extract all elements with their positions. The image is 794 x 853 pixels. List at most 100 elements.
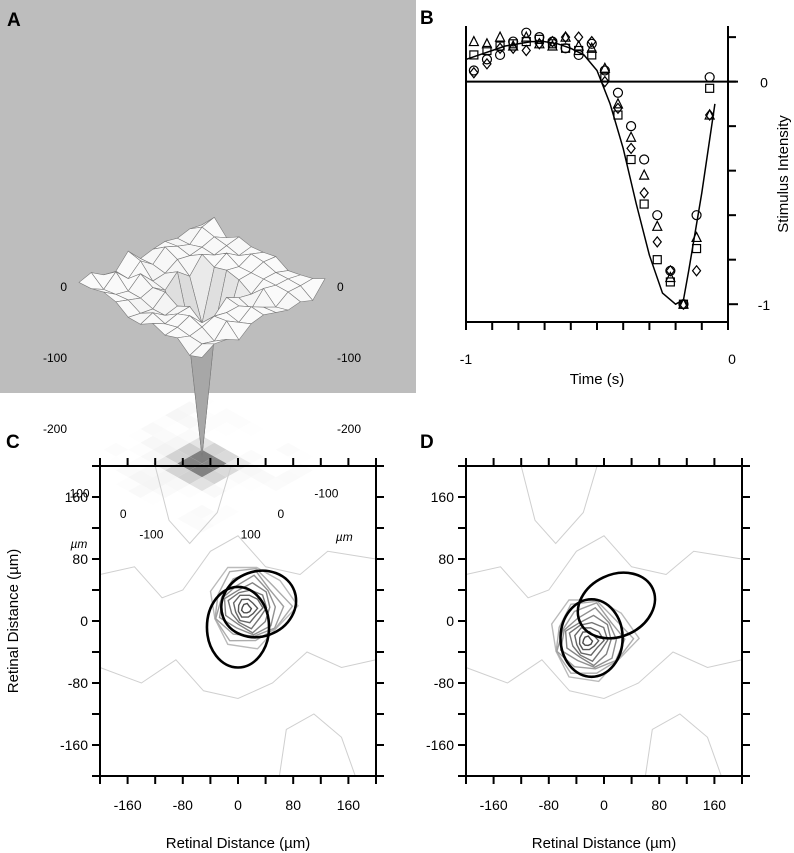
background-contour-d bbox=[520, 465, 598, 545]
floor-cell bbox=[177, 401, 202, 416]
marker-circle bbox=[494, 49, 506, 61]
floor-cell bbox=[202, 470, 227, 485]
surface-plot-a: 0 0 -100 -100 -200 -200 100 0 -100 100 0 -100 µm µm bbox=[43, 216, 361, 551]
floor-cell bbox=[177, 498, 202, 512]
floor-cell bbox=[214, 477, 239, 492]
floor-cell bbox=[288, 449, 313, 464]
z-tick-right: -100 bbox=[337, 351, 361, 365]
floor-cell bbox=[189, 477, 215, 492]
floor-cell bbox=[165, 477, 190, 492]
floor-cell bbox=[189, 449, 215, 464]
floor-cell bbox=[214, 449, 239, 464]
marker-diamond bbox=[626, 142, 636, 155]
marker-triangle bbox=[586, 41, 598, 53]
floor-cell bbox=[202, 442, 227, 457]
floor-cell bbox=[128, 484, 153, 498]
marker-diamond bbox=[573, 31, 584, 44]
marker-diamond bbox=[691, 264, 702, 277]
rf-ellipse-c bbox=[205, 585, 271, 669]
contour-line-d bbox=[559, 606, 618, 669]
x-axis-title-d: Retinal Distance (µm) bbox=[532, 835, 677, 852]
y-axis-title-c: Retinal Distance (µm) bbox=[5, 549, 22, 694]
floor-cell bbox=[214, 422, 239, 436]
unit-label-right: µm bbox=[336, 530, 353, 544]
floor-cell bbox=[128, 429, 153, 443]
x-axis-title-c: Retinal Distance (µm) bbox=[166, 835, 311, 852]
marker-diamond bbox=[508, 42, 518, 55]
marker-square bbox=[691, 243, 702, 254]
marker-circle bbox=[704, 72, 715, 83]
panel-label-a: A bbox=[7, 10, 21, 31]
z-tick-right: 0 bbox=[337, 280, 344, 294]
floor-cell bbox=[238, 491, 264, 505]
marker-triangle bbox=[560, 30, 572, 42]
floor-cell bbox=[152, 484, 178, 498]
y-axis-title-b: Stimulus Intensity bbox=[775, 115, 792, 233]
marker-square bbox=[705, 83, 715, 93]
floor-cell bbox=[238, 422, 264, 436]
floor-cell bbox=[140, 435, 166, 450]
marker-diamond bbox=[613, 102, 623, 115]
floor-cell bbox=[189, 504, 215, 519]
floor-cell bbox=[263, 477, 289, 492]
panel-label-d: D bbox=[420, 432, 434, 453]
x-tick-label-d: 160 bbox=[703, 797, 727, 813]
contour-line-d bbox=[574, 627, 605, 656]
floor-cell bbox=[251, 429, 276, 443]
background-contour-c bbox=[278, 713, 356, 777]
floor-cell bbox=[300, 456, 325, 471]
z-tick-right: -200 bbox=[337, 422, 361, 436]
floor-cell bbox=[275, 442, 301, 457]
marker-square bbox=[560, 43, 571, 53]
floor-cell bbox=[226, 484, 252, 498]
y-tick-label-c: 0 bbox=[80, 613, 88, 629]
marker-circle bbox=[586, 38, 597, 49]
floor-cell bbox=[140, 477, 166, 492]
unit-label-left: µm bbox=[71, 537, 88, 551]
x-axis-title-b: Time (s) bbox=[570, 371, 624, 388]
floor-cell bbox=[251, 484, 276, 498]
marker-diamond bbox=[495, 42, 505, 55]
panel-label-c: C bbox=[6, 432, 20, 453]
floor-cell bbox=[226, 415, 252, 429]
marker-diamond bbox=[521, 44, 532, 57]
marker-triangle bbox=[599, 61, 611, 73]
contour-line-d bbox=[568, 621, 609, 663]
floor-cell bbox=[214, 408, 239, 423]
floor-cell bbox=[177, 429, 202, 443]
floor-cell bbox=[214, 504, 239, 519]
x-tick-label-c: -160 bbox=[114, 797, 142, 813]
marker-triangle bbox=[573, 39, 585, 51]
marker-square bbox=[600, 72, 610, 82]
marker-triangle bbox=[481, 37, 493, 49]
floor-cell bbox=[115, 477, 141, 492]
floor-cell bbox=[202, 415, 227, 429]
floor-cell bbox=[152, 429, 178, 443]
plot-frame-d bbox=[465, 465, 743, 777]
floor-cell bbox=[152, 442, 178, 457]
background-contour-c bbox=[99, 535, 377, 599]
floor-cell bbox=[275, 456, 301, 471]
contour-line-c bbox=[223, 581, 271, 634]
floor-cell bbox=[165, 504, 190, 519]
marker-diamond bbox=[678, 298, 689, 311]
marker-triangle bbox=[638, 168, 650, 180]
rf-ellipse-d bbox=[576, 571, 657, 640]
rf-ellipse-d bbox=[559, 597, 624, 679]
marker-triangle bbox=[520, 30, 532, 42]
marker-diamond bbox=[652, 235, 663, 248]
y-tick-a: -100 bbox=[139, 528, 163, 542]
floor-cell bbox=[251, 456, 276, 471]
marker-diamond bbox=[639, 186, 649, 199]
marker-square bbox=[652, 255, 662, 265]
x-tick-a: -100 bbox=[314, 486, 338, 500]
x-tick-label-d: 80 bbox=[651, 797, 667, 813]
floor-cell bbox=[177, 456, 202, 471]
floor-cell bbox=[165, 422, 190, 436]
y-tick-label-c: 80 bbox=[72, 551, 88, 567]
floor-cell bbox=[103, 442, 129, 457]
floor-cell bbox=[238, 435, 264, 450]
timecourse-plot-b: -1 0 0 -1 Time (s) Stimulus Intensity bbox=[460, 26, 792, 388]
marker-triangle bbox=[651, 219, 663, 231]
marker-diamond bbox=[704, 109, 715, 121]
